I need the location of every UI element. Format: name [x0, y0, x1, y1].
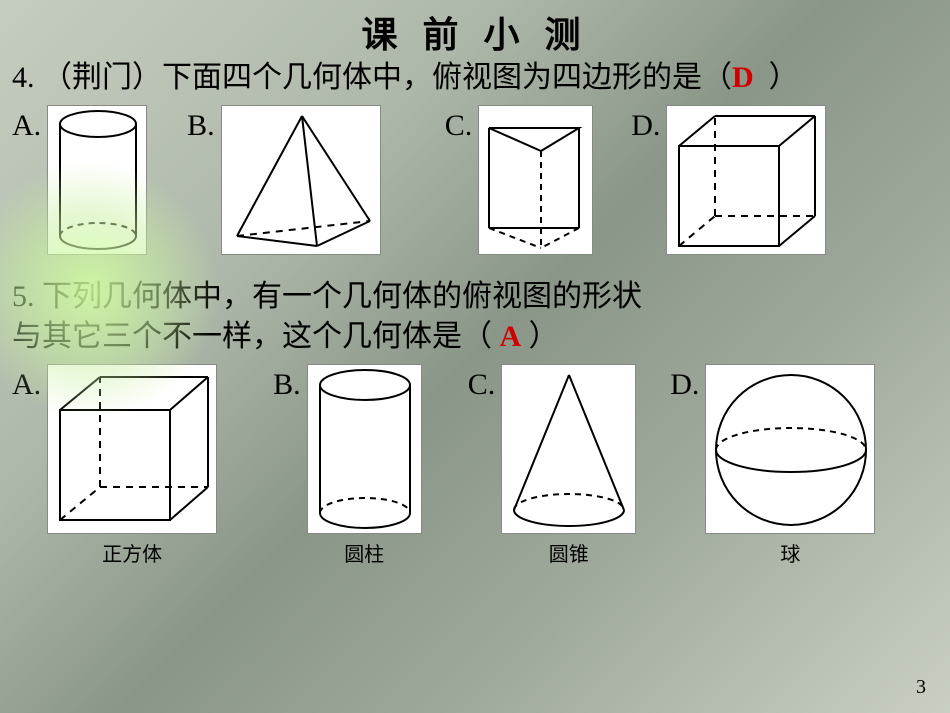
- q4-shape-pyramid: [221, 105, 381, 255]
- q5-opt-c-name: 圆锥: [549, 538, 589, 567]
- q5-opt-c-col: 圆锥: [501, 364, 636, 567]
- q5-opt-a-name: 正方体: [102, 538, 162, 567]
- q4-prefix: 4. （荆门）下面四个几何体中，俯视图为四边形的是（: [12, 61, 732, 94]
- q5-line2: 与其它三个不一样，这个几何体是（ A ）: [0, 317, 950, 358]
- q4-opt-c-label: C.: [445, 105, 473, 143]
- q4-opt-b-label: B.: [187, 105, 215, 143]
- q5-line1: 5. 下列几何体中，有一个几何体的俯视图的形状: [0, 277, 950, 318]
- q4-suffix: ）: [769, 61, 799, 94]
- q5-opt-d-name: 球: [780, 538, 800, 567]
- slide-title: 课 前 小 测: [0, 0, 950, 58]
- q4-shape-triangular-prism: [478, 105, 593, 255]
- q4-opt-a-label: A.: [12, 105, 41, 143]
- q4-text: 4. （荆门）下面四个几何体中，俯视图为四边形的是（D ）: [0, 58, 950, 99]
- q4-shape-cylinder: [47, 105, 147, 255]
- q4-opt-d-label: D.: [631, 105, 660, 143]
- page-number: 3: [916, 676, 926, 699]
- q5-answer: A: [500, 320, 522, 353]
- q5-options-row: A. 正方体 B.: [0, 358, 950, 571]
- q5-opt-a-label: A.: [12, 364, 41, 402]
- q5-shape-cylinder: [307, 364, 422, 534]
- q5-line2-suffix: ）: [529, 320, 559, 353]
- q5-opt-d-label: D.: [670, 364, 699, 402]
- q4-answer: D: [732, 61, 754, 94]
- q5-opt-b-label: B.: [273, 364, 301, 402]
- q4-options-row: A. B. C. D.: [0, 99, 950, 259]
- q4-shape-cube: [666, 105, 826, 255]
- q5-opt-b-name: 圆柱: [344, 538, 384, 567]
- q5-shape-cone: [501, 364, 636, 534]
- q5-line2-prefix: 与其它三个不一样，这个几何体是（: [12, 320, 492, 353]
- q5-opt-c-label: C.: [468, 364, 496, 402]
- q5-shape-cube: [47, 364, 217, 534]
- q5-opt-d-col: 球: [705, 364, 875, 567]
- q5-opt-b-col: 圆柱: [307, 364, 422, 567]
- q5-shape-sphere: [705, 364, 875, 534]
- q5-opt-a-col: 正方体: [47, 364, 217, 567]
